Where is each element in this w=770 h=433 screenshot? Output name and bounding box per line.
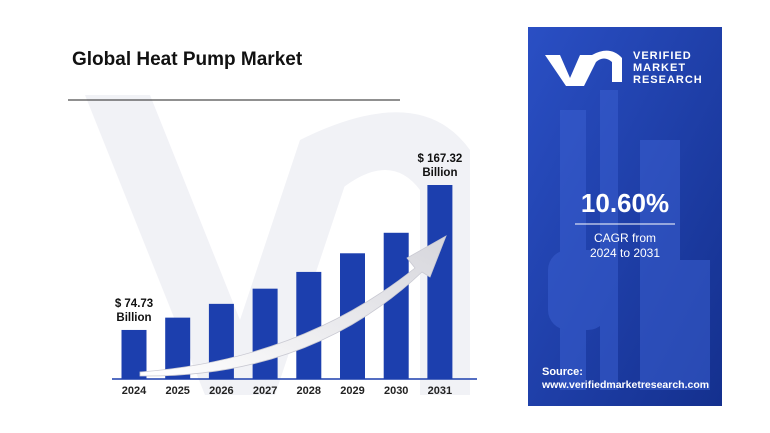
bar <box>252 288 278 379</box>
x-tick-label: 2027 <box>253 385 277 397</box>
info-panel: VERIFIED MARKET RESEARCH 10.60% CAGR fro… <box>528 27 722 406</box>
source-label: Source: <box>542 366 583 378</box>
bar <box>121 329 147 379</box>
bar <box>296 271 322 379</box>
x-tick-label: 2031 <box>428 385 452 397</box>
source-url: www.verifiedmarketresearch.com <box>541 379 709 391</box>
bar <box>427 185 453 379</box>
logo-text: MARKET <box>633 62 686 74</box>
cagr-caption: CAGR from <box>594 231 656 245</box>
growth-arrow <box>139 235 447 377</box>
logo-text: RESEARCH <box>633 74 703 86</box>
chart-title: Global Heat Pump Market <box>72 49 303 70</box>
value-label: $ 74.73 Billion <box>115 298 153 324</box>
x-tick-label: 2029 <box>340 385 364 397</box>
bar <box>383 232 409 379</box>
value-label: $ 167.32 Billion <box>418 153 463 179</box>
cagr-caption: 2024 to 2031 <box>590 246 660 260</box>
x-tick-label: 2026 <box>209 385 233 397</box>
logo-mark <box>545 50 622 86</box>
x-tick-label: 2024 <box>122 385 147 397</box>
x-tick-label: 2030 <box>384 385 408 397</box>
logo-text: VERIFIED <box>633 50 692 62</box>
panel-texture <box>548 90 710 390</box>
bars: 2024 $ 74.73 Billion 2025 2026 2027 2028 2029 20… <box>115 153 462 397</box>
x-tick-label: 2028 <box>297 385 321 397</box>
cagr-value: 10.60% <box>581 188 669 218</box>
x-tick-label: 2025 <box>165 385 189 397</box>
